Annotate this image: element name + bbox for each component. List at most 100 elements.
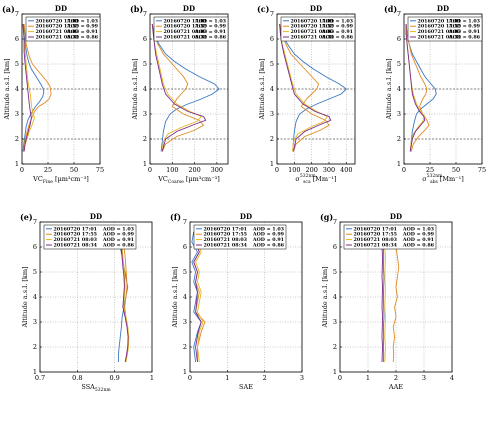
legend-label: 20160721 08:34 [418, 35, 462, 41]
series-line-1 [151, 23, 220, 152]
x-tick-label: 25 [44, 166, 52, 174]
x-tick-label: 100 [288, 166, 300, 174]
legend-label: 20160720 17:01 [164, 18, 208, 24]
y-tick-label: 3 [397, 110, 401, 118]
y-tick-label: 4 [333, 293, 337, 301]
x-tick-label: 300 [211, 166, 223, 174]
series-line-2 [392, 246, 400, 363]
legend-aod: AOD = 0.91 [402, 237, 434, 243]
legend-label: 20160720 17:55 [354, 232, 398, 238]
legend-label: 20160721 08:34 [164, 35, 208, 41]
legend-label: 20160721 08:03 [204, 237, 248, 243]
y-tick-label: 5 [333, 268, 337, 276]
x-tick-label: 1 [150, 374, 154, 382]
panel-5: 0.7 0.8 0.9 1 1 2 3 4 5 6 7 DD (e) Altitude a.s.l. [k… [20, 212, 154, 393]
x-tick-label: 2 [394, 374, 398, 382]
y-tick-label: 3 [183, 318, 187, 326]
x-tick-label: 200 [305, 166, 317, 174]
legend-aod: AOD = 1.03 [66, 18, 99, 24]
series-line-4 [381, 246, 384, 363]
series-line-3 [151, 23, 203, 152]
legend-aod: AOD = 1.03 [102, 226, 135, 232]
x-tick-label: 3 [422, 374, 426, 382]
y-tick-label: 6 [397, 35, 401, 43]
panel-letter: (f) [170, 212, 181, 222]
legend-label: 20160721 08:34 [204, 243, 248, 249]
legend-label: 20160720 17:01 [291, 18, 335, 24]
x-tick-label: 3 [300, 374, 304, 382]
series-line-2 [151, 23, 205, 152]
y-tick-label: 4 [143, 85, 147, 93]
x-tick-label: 2 [263, 374, 267, 382]
y-axis-label: Altitude a.s.l. [km] [385, 58, 393, 120]
x-tick-label: 75 [96, 166, 104, 174]
legend-aod: AOD = 0.86 [402, 243, 435, 249]
y-tick-label: 4 [397, 85, 401, 93]
y-tick-label: 5 [397, 60, 401, 68]
series-line-3 [121, 246, 130, 363]
x-tick-label: 0.9 [109, 374, 119, 382]
x-tick-label: 1 [366, 374, 370, 382]
x-axis-label: AAE [388, 383, 403, 391]
y-tick-label: 2 [33, 343, 37, 351]
y-axis-label: Altitude a.s.l. [km] [321, 266, 329, 328]
panel-title: DD [183, 4, 195, 13]
y-tick-label: 5 [270, 60, 274, 68]
y-tick-label: 5 [33, 268, 37, 276]
x-axis-label: SAE [239, 383, 253, 391]
x-axis-label: σ532nm sca [Mm⁻¹] [295, 173, 336, 185]
y-tick-label: 7 [270, 10, 274, 18]
x-tick-label: 400 [340, 166, 352, 174]
x-tick-label: 0 [402, 166, 406, 174]
x-axis-label: σ532nm abs [Mm⁻¹] [422, 173, 464, 185]
y-tick-label: 1 [183, 368, 187, 376]
legend-aod: AOD = 1.03 [321, 18, 354, 24]
y-tick-label: 7 [333, 218, 337, 226]
legend-aod: AOD = 0.86 [66, 35, 99, 41]
panel-title: DD [90, 212, 102, 221]
panel-title: DD [310, 4, 322, 13]
legend-aod: AOD = 0.99 [321, 24, 354, 30]
x-tick-label: 1 [225, 374, 229, 382]
legend-label: 20160721 08:34 [54, 243, 98, 249]
panel-letter: (g) [320, 212, 333, 222]
legend-label: 20160721 08:03 [418, 29, 462, 35]
series-line-2 [23, 23, 52, 152]
legend-label: 20160720 17:01 [54, 226, 98, 232]
y-tick-label: 6 [333, 243, 337, 251]
legend-label: 20160721 08:03 [36, 29, 80, 35]
series-line-3 [279, 23, 328, 152]
panel-4: 0 25 50 75 1 2 3 4 5 6 7 DD (d) Altitude a.s.l. [km] σ… [384, 4, 486, 185]
y-tick-label: 5 [143, 60, 147, 68]
y-tick-label: 5 [183, 268, 187, 276]
y-tick-label: 1 [333, 368, 337, 376]
series-line-4 [193, 231, 202, 363]
series-line-4 [405, 24, 426, 152]
legend-aod: AOD = 0.91 [252, 237, 284, 243]
legend-label: 20160721 08:03 [54, 237, 98, 243]
legend-label: 20160721 08:34 [36, 35, 80, 41]
y-tick-label: 2 [183, 343, 187, 351]
y-tick-label: 1 [270, 160, 274, 168]
x-tick-label: 4 [450, 374, 454, 382]
y-tick-label: 5 [15, 60, 19, 68]
y-axis-label: Altitude a.s.l. [km] [258, 58, 266, 120]
panel-3: 0 100 200 300 400 1 2 3 4 5 6 7 DD (c) Altitude a.s.l.… [257, 4, 356, 185]
y-tick-label: 4 [15, 85, 19, 93]
y-tick-label: 7 [33, 218, 37, 226]
legend-aod: AOD = 0.86 [321, 35, 354, 41]
legend-label: 20160720 17:01 [354, 226, 398, 232]
y-tick-label: 2 [333, 343, 337, 351]
x-tick-label: 100 [166, 166, 178, 174]
series-line-2 [279, 23, 330, 152]
y-tick-label: 7 [143, 10, 147, 18]
legend-aod: AOD = 0.99 [194, 24, 227, 30]
legend-aod: AOD = 0.91 [66, 29, 98, 35]
x-tick-label: 50 [452, 166, 460, 174]
series-line-4 [120, 246, 129, 363]
